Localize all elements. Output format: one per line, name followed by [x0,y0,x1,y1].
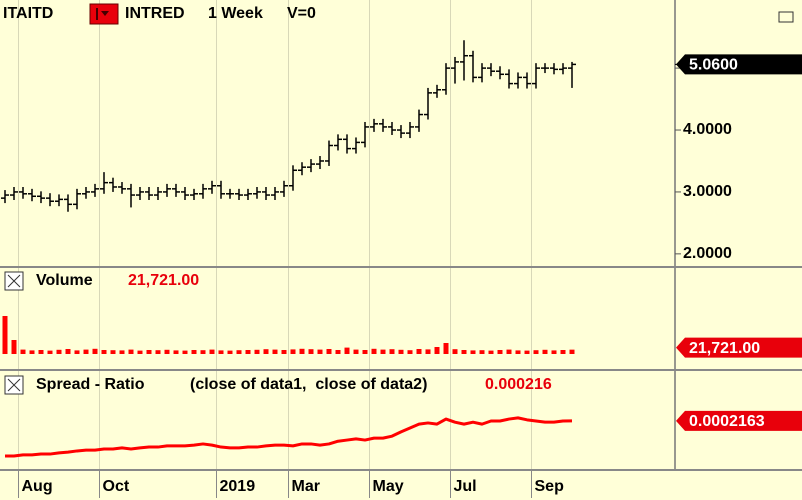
volume-bar [74,350,80,354]
x-tick-label: Aug [22,478,53,495]
volume-bar [281,350,287,354]
volume-bar [398,349,404,354]
volume-bar [515,350,521,354]
volume-marker-box [676,337,802,358]
symbol2: INTRED [125,5,185,22]
volume-bar [182,350,188,354]
volume-bar [434,347,440,354]
volume-bar [353,349,359,354]
x-tick-label: Sep [535,478,565,495]
volume-bar [416,349,422,354]
volume-bar [56,349,62,354]
volume-bar [488,350,494,354]
volume-bar [317,349,323,354]
volume-bar [20,349,26,354]
panel-value: 21,721.00 [128,272,199,289]
volume-bar [29,350,35,354]
spread-line [5,416,573,458]
volume-marker-label: 21,721.00 [689,340,760,357]
volume-bar [236,350,242,354]
volume-bar [110,350,116,354]
volume-bar [101,350,107,354]
volume-bar [425,349,431,354]
price-marker-box [676,54,802,75]
volume-bar [452,349,458,354]
volume-bar [308,349,314,354]
y-tick-label: 2.0000 [683,245,732,262]
volume-bar [245,350,251,354]
volume-bar [569,349,575,354]
panel-title: Spread - Ratio [36,376,145,393]
volume-bar [344,347,350,354]
volume-bar [299,348,305,354]
volume-bar [263,349,269,354]
volume-bar [254,349,260,354]
menu-icon [101,11,109,16]
volume-bar [461,350,467,354]
volume-bar [227,350,233,354]
volume-bar [479,350,485,354]
volume-bar [191,350,197,354]
volume-bar [38,350,44,354]
volume-bar [119,350,125,354]
spread-marker-label: 0.0002163 [689,413,765,430]
volume-bar [65,349,71,354]
volume-bar [470,350,476,354]
volume-bar [218,350,224,354]
volume-bar [389,349,395,354]
volume-bar [155,350,161,354]
volume-bar [173,350,179,354]
y-tick-label: 3.0000 [683,183,732,200]
volume-bar [137,350,143,354]
volume-bar [290,349,296,354]
volume-bar [497,350,503,354]
symbol: ITAITD [3,5,53,22]
volume-bar [407,350,413,354]
spread-marker-box [676,410,802,431]
volume-bar [11,340,17,354]
volume-bar [524,350,530,354]
volume-bar [551,350,557,354]
volume-bar [380,349,386,354]
x-tick-label: Oct [103,478,130,495]
y-tick-label: 4.0000 [683,121,732,138]
panel-subtitle: (close of data1, close of data2) [190,376,427,393]
panel-value: 0.000216 [485,376,552,393]
volume-bar [326,349,332,354]
volume-bar [83,349,89,354]
volume-bar [542,349,548,354]
volume-bar [209,349,215,354]
interval: 1 Week [208,5,263,22]
close-icon [7,274,21,288]
volume-bar [164,349,170,354]
volume-bar [128,349,134,354]
volume-bar [47,350,53,354]
volume-bar [146,350,152,354]
close-icon [7,378,21,392]
x-tick-label: May [373,478,404,495]
x-tick-label: Jul [454,478,477,495]
window-icon[interactable] [778,11,794,23]
price-marker-label: 5.0600 [689,57,738,74]
x-tick-label: Mar [292,478,320,495]
volume-bar [2,316,8,354]
grid [18,0,532,470]
volume-bar [560,350,566,354]
volume-bar [362,350,368,354]
volume-bar [92,348,98,354]
x-tick-label: 2019 [220,478,256,495]
volume-bar [533,350,539,354]
volume-bar [443,343,449,354]
volume-bar [272,349,278,354]
volume-bar [371,348,377,354]
volume-flag: V=0 [287,5,316,22]
volume-bar [506,349,512,354]
volume-bar [200,350,206,354]
volume-bar [335,350,341,354]
panel-title: Volume [36,272,93,289]
